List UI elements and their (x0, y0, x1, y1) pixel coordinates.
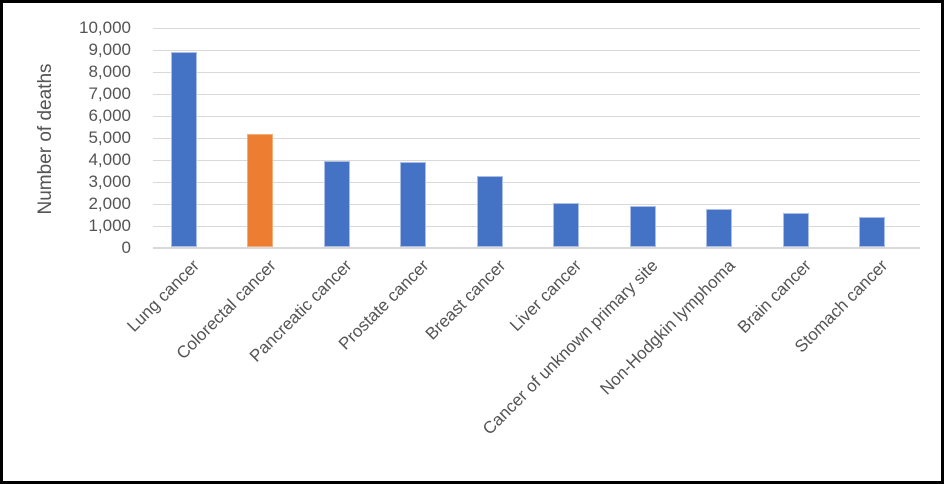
y-tick-label: 2,000 (88, 194, 131, 213)
y-tick-label: 5,000 (88, 128, 131, 147)
y-tick-label: 4,000 (88, 150, 131, 169)
gridline (153, 181, 920, 183)
gridline (153, 71, 920, 73)
bar-liver-cancer (553, 203, 579, 247)
bar-non-hodgkin-lymphoma (706, 208, 732, 247)
y-tick-label: 10,000 (79, 18, 131, 37)
bar-lung-cancer (170, 52, 197, 247)
y-tick-label: 8,000 (88, 62, 131, 81)
gridline (153, 27, 920, 29)
bar-brain-cancer (782, 212, 809, 247)
y-tick-label: 7,000 (88, 84, 131, 103)
x-category-label: Liver cancer (506, 256, 586, 335)
y-tick-label: 0 (121, 238, 131, 257)
y-tick-label: 6,000 (88, 106, 131, 125)
y-tick-label: 9,000 (88, 40, 131, 59)
y-tick-label: 1,000 (88, 216, 131, 235)
x-axis-line (153, 247, 920, 249)
gridline (153, 93, 920, 95)
gridline (153, 49, 920, 51)
gridline (153, 225, 920, 227)
bar-breast-cancer (476, 175, 503, 247)
gridline (153, 203, 920, 205)
x-category-label: Non-Hodgkin lymphoma (596, 256, 739, 399)
gridline (153, 159, 920, 161)
bar-prostate-cancer (400, 162, 426, 247)
gridline (153, 137, 920, 139)
bar-pancreatic-cancer (323, 161, 350, 247)
x-category-label: Lung cancer (123, 256, 203, 336)
y-tick-label: 3,000 (88, 172, 131, 191)
x-category-label: Breast cancer (421, 256, 509, 344)
bar-stomach-cancer (859, 217, 885, 247)
plot-area (153, 27, 920, 249)
bar-cancer-of-unknown-primary-site (629, 206, 656, 247)
y-axis-title: Number of deaths (35, 63, 56, 215)
bar-colorectal-cancer (247, 133, 273, 247)
gridline (153, 115, 920, 117)
x-category-label: Brain cancer (734, 256, 815, 337)
